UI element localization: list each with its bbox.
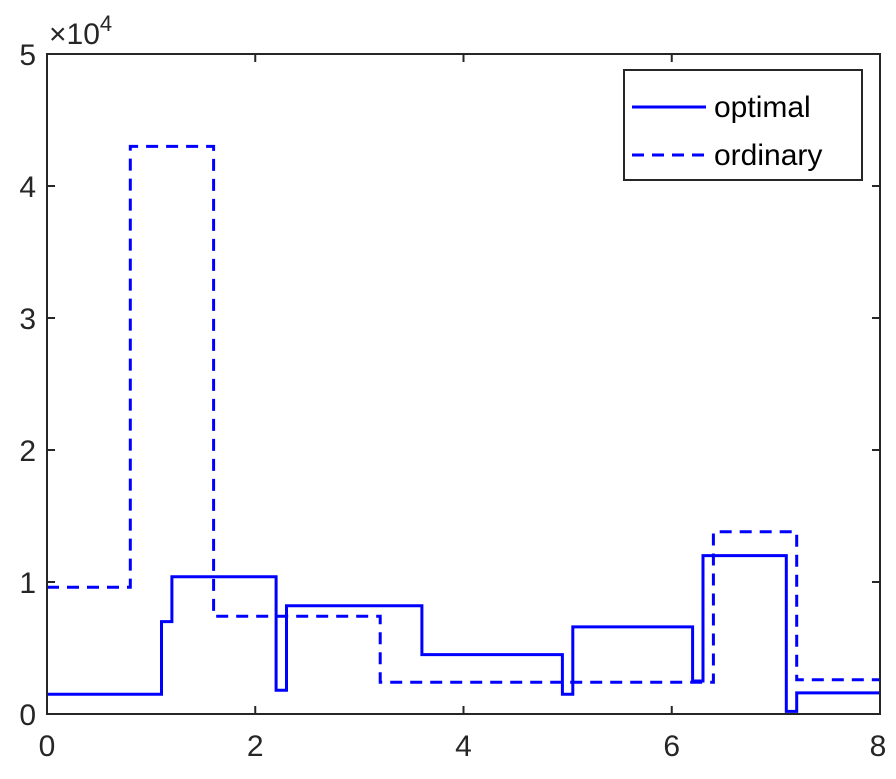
x-tick-label: 0	[39, 730, 56, 763]
series-layer	[47, 144, 880, 713]
series-line-optimal	[47, 554, 880, 713]
legend: optimal ordinary	[623, 69, 863, 181]
y-exponent-power: 4	[100, 11, 112, 36]
y-tick-label: 0	[19, 699, 36, 732]
x-tick-label: 6	[663, 730, 680, 763]
y-axis: 0 1 2 3 4 5	[19, 39, 880, 732]
x-axis: 0 2 4 6 8	[39, 54, 887, 763]
x-tick-label: 2	[247, 730, 264, 763]
y-tick-label: 3	[19, 303, 36, 336]
series-line-ordinary	[47, 144, 880, 684]
y-tick-label: 2	[19, 435, 36, 468]
legend-label-optimal: optimal	[714, 91, 811, 124]
legend-box	[623, 69, 863, 181]
y-tick-label: 5	[19, 39, 36, 72]
legend-label-ordinary: ordinary	[714, 139, 822, 172]
y-exponent-label: ×104	[49, 11, 112, 51]
y-exponent-base: ×10	[49, 18, 100, 51]
y-tick-label: 1	[19, 567, 36, 600]
x-tick-label: 4	[455, 730, 472, 763]
y-tick-label: 4	[19, 171, 36, 204]
x-tick-label: 8	[870, 730, 887, 763]
